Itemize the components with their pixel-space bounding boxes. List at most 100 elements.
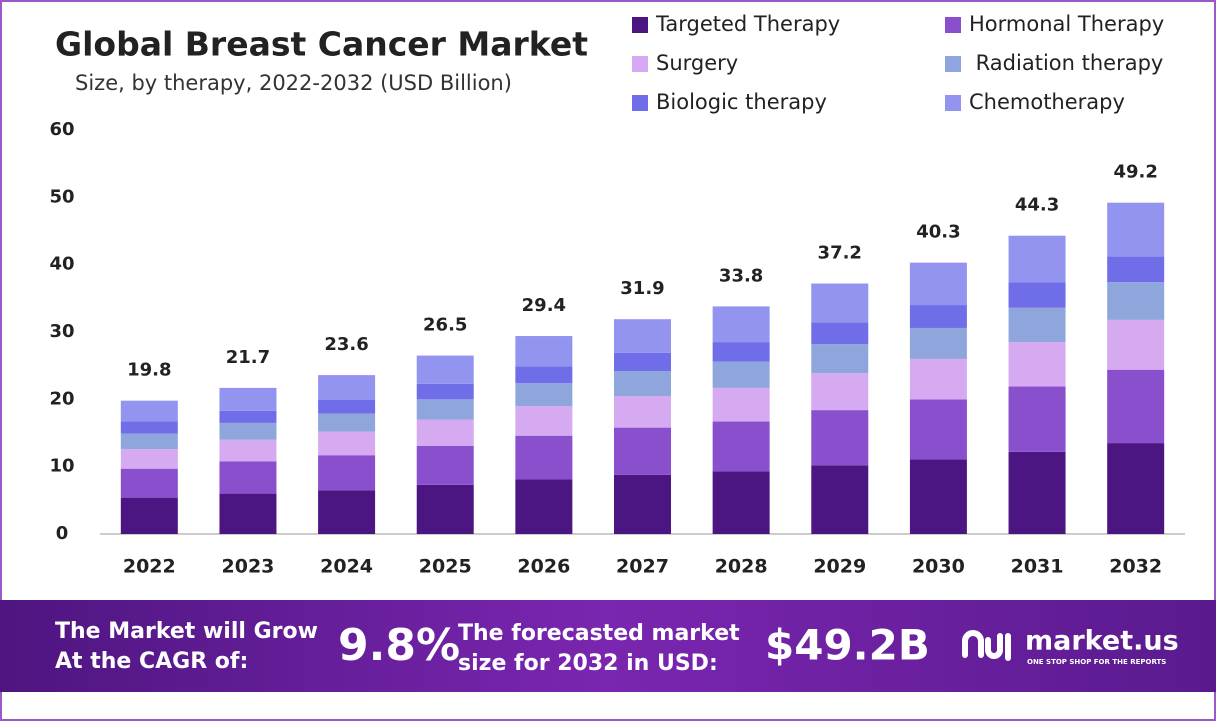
legend-swatch: [945, 17, 961, 33]
x-tick-label: 2025: [419, 556, 472, 578]
bar-segment: [1008, 307, 1066, 343]
bar-segment: [120, 421, 178, 434]
bar-segment: [1107, 202, 1165, 257]
total-label: 37.2: [818, 243, 862, 264]
total-label: 21.7: [226, 347, 270, 368]
x-tick-label: 2027: [616, 556, 669, 578]
legend-swatch: [945, 56, 961, 72]
bar-segment: [614, 427, 671, 475]
bar-segment: [515, 479, 573, 534]
bar-segment: [712, 361, 770, 388]
total-label: 29.4: [522, 295, 566, 316]
brand: market.us: [1025, 626, 1179, 657]
x-tick-label: 2024: [320, 556, 373, 578]
bar-segment: [712, 306, 770, 343]
total-label: 26.5: [423, 315, 467, 336]
bar-segment: [219, 422, 277, 440]
bar-segment: [120, 433, 178, 450]
bar-segment: [1107, 369, 1165, 444]
forecast-value: $49.2B: [765, 621, 930, 670]
bar-segment: [712, 471, 770, 534]
legend-label: Targeted Therapy: [655, 12, 840, 36]
bar-segment: [614, 395, 671, 428]
bar-segment: [318, 490, 376, 534]
total-label: 31.9: [620, 278, 664, 299]
total-label: 49.2: [1113, 162, 1157, 183]
cagr-text: At the CAGR of:: [55, 649, 248, 674]
bar-segment: [811, 373, 869, 411]
bar-segment: [318, 400, 376, 414]
footer: The Market will Grow At the CAGR of: 9.8…: [55, 619, 1179, 676]
legend-swatch: [632, 17, 648, 33]
x-tick-label: 2023: [222, 556, 275, 578]
legend-label: Biologic therapy: [656, 90, 827, 114]
x-tick-label: 2029: [813, 556, 866, 578]
x-tick-label: 2026: [517, 556, 570, 578]
cagr-text: The Market will Grow: [55, 619, 318, 644]
bar-segment: [120, 497, 178, 534]
chart-subtitle: Size, by therapy, 2022-2032 (USD Billion…: [75, 71, 512, 95]
bar-segment: [416, 419, 474, 446]
legend-label: Hormonal Therapy: [969, 12, 1164, 36]
bar-segment: [1008, 451, 1066, 534]
bar-segment: [811, 465, 869, 534]
brand-logo: [962, 630, 1011, 661]
bar-segment: [909, 262, 967, 306]
x-tick-label: 2030: [912, 556, 965, 578]
bar-segment: [811, 344, 869, 374]
bar-segment: [1107, 319, 1165, 370]
bar-segment: [219, 387, 277, 411]
bar-segment: [515, 435, 573, 480]
bar-segment: [614, 474, 671, 534]
total-label: 44.3: [1015, 195, 1059, 216]
bar-segment: [219, 439, 277, 462]
bar-segment: [515, 336, 573, 367]
bar-segment: [120, 468, 178, 498]
legend-swatch: [945, 95, 961, 111]
bar-segment: [219, 493, 277, 534]
bar-segment: [416, 355, 474, 384]
x-tick-label: 2022: [123, 556, 176, 578]
bar-segment: [219, 410, 277, 423]
bar-segment: [318, 455, 376, 491]
legend-label: Surgery: [656, 51, 738, 75]
bar-segment: [1008, 282, 1066, 308]
bar-segment: [1008, 235, 1066, 283]
x-tick-label: 2032: [1109, 556, 1162, 578]
bar-segment: [1008, 342, 1066, 387]
total-label: 40.3: [916, 222, 960, 243]
footer-band: [0, 600, 1216, 692]
bar-segment: [1008, 386, 1066, 452]
legend-swatch: [632, 56, 648, 72]
bar-segment: [1107, 282, 1165, 320]
bar-segment: [318, 431, 376, 456]
legend-label: Radiation therapy: [969, 51, 1163, 75]
bar-segment: [1107, 256, 1165, 283]
bar-segment: [909, 459, 967, 534]
bar-segment: [318, 413, 376, 432]
legend-swatch: [632, 95, 648, 111]
bar-segment: [614, 371, 671, 396]
total-label: 33.8: [719, 265, 763, 286]
y-tick-label: 30: [49, 321, 74, 342]
bar-segment: [909, 327, 967, 359]
chart-title: Global Breast Cancer Market: [55, 25, 588, 64]
legend-label: Chemotherapy: [969, 90, 1125, 114]
forecast-text: size for 2032 in USD:: [458, 651, 718, 676]
bar-segment: [712, 342, 770, 362]
y-tick-label: 60: [49, 119, 74, 140]
x-tick-label: 2031: [1011, 556, 1064, 578]
bar-segment: [811, 322, 869, 345]
bar-segment: [219, 461, 277, 494]
bar-segment: [120, 449, 178, 469]
bar-segment: [712, 421, 770, 472]
tagline: ONE STOP SHOP FOR THE REPORTS: [1027, 658, 1166, 666]
bar-segment: [515, 383, 573, 407]
y-tick-label: 0: [56, 523, 69, 544]
bar-segment: [811, 283, 869, 323]
bar-segment: [416, 399, 474, 420]
y-tick-label: 20: [49, 388, 74, 409]
y-tick-label: 50: [49, 186, 74, 207]
bar-segment: [909, 399, 967, 460]
